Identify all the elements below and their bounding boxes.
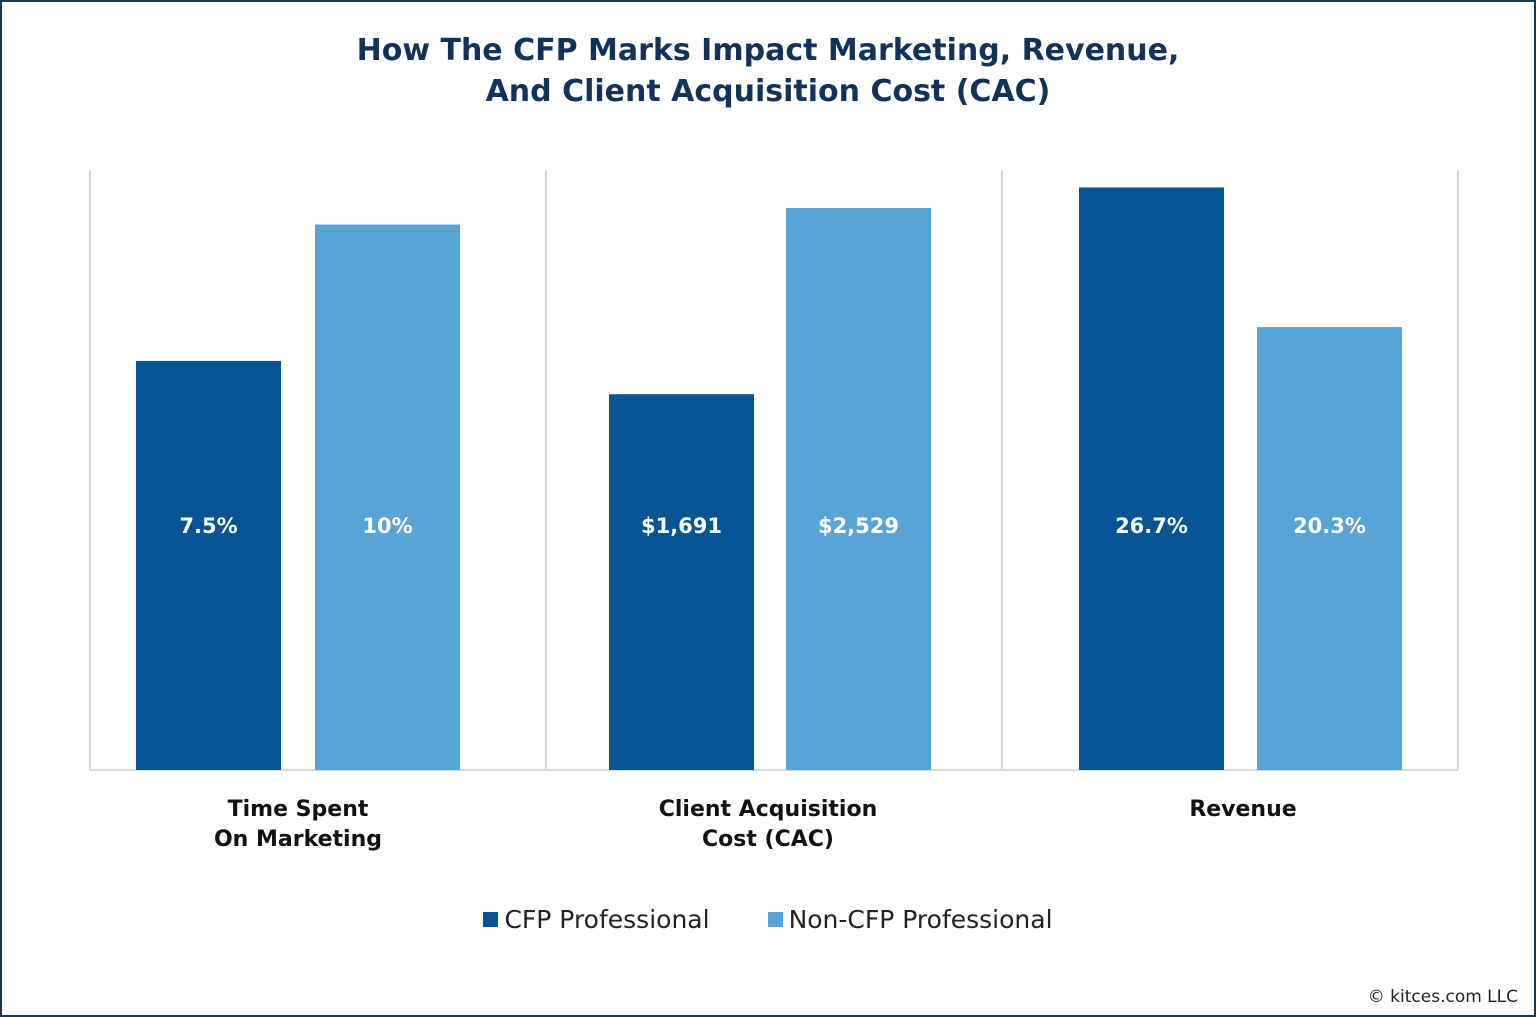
legend-item-cfp: CFP Professional [483, 905, 710, 934]
category-label: Time Spent On Marketing [98, 795, 498, 855]
chart-title: How The CFP Marks Impact Marketing, Reve… [2, 30, 1534, 112]
category-label: Client Acquisition Cost (CAC) [568, 795, 968, 855]
category-label-line: On Marketing [213, 827, 383, 852]
bar-non-cfp-2 [1257, 327, 1402, 770]
title-line-2: And Client Acquisition Cost (CAC) [485, 74, 1051, 109]
legend-label-cfp: CFP Professional [504, 905, 710, 934]
legend-item-non-cfp: Non-CFP Professional [767, 905, 1053, 934]
bar-cfp-0 [136, 360, 281, 770]
title-line-1: How The CFP Marks Impact Marketing, Reve… [356, 33, 1180, 68]
category-label-line: Cost (CAC) [702, 827, 834, 852]
data-label: 20.3% [1293, 514, 1366, 538]
category-label-line: Revenue [1189, 797, 1297, 822]
legend-label-non-cfp: Non-CFP Professional [788, 905, 1053, 934]
data-label: $2,529 [818, 514, 899, 538]
data-label: $1,691 [641, 514, 722, 538]
bar-non-cfp-1 [786, 208, 931, 770]
bar-non-cfp-0 [315, 224, 460, 770]
data-label: 10% [362, 514, 412, 538]
legend-swatch-non-cfp [767, 912, 783, 927]
data-label: 26.7% [1115, 514, 1188, 538]
bar-cfp-2 [1079, 187, 1224, 771]
legend: CFP Professional Non-CFP Professional [2, 905, 1534, 934]
category-label-line: Client Acquisition [658, 797, 878, 822]
legend-swatch-cfp [483, 912, 499, 927]
data-label: 7.5% [179, 514, 237, 538]
bar-cfp-1 [609, 394, 754, 770]
category-label-line: Time Spent [227, 797, 369, 822]
copyright: © kitces.com LLC [1367, 987, 1518, 1007]
category-label: Revenue [1043, 795, 1443, 825]
